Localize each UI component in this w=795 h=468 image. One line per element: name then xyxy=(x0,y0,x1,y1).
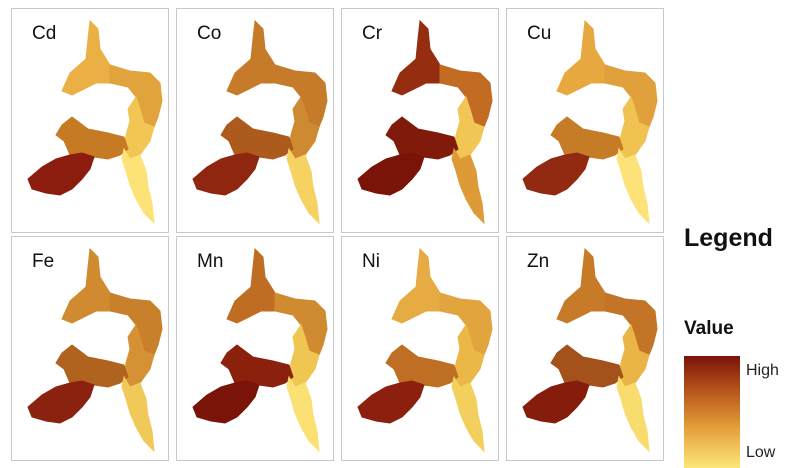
map-zone-southArm xyxy=(286,375,320,453)
map-zone-southWest xyxy=(357,152,425,196)
map-legend: Legend Value High Low xyxy=(662,214,795,468)
map-zone-southArm xyxy=(121,147,155,225)
map-zone-westArm xyxy=(385,344,459,388)
legend-value-heading: Value xyxy=(684,318,734,339)
map-zone-southArm xyxy=(451,147,485,225)
map-zone-westArm xyxy=(550,344,624,388)
panel-label: Zn xyxy=(527,251,550,272)
map-zone-southArm xyxy=(121,375,155,453)
map-zone-southWest xyxy=(27,380,95,424)
map-panel-co: Co xyxy=(176,8,334,233)
map-zone-southWest xyxy=(192,380,260,424)
map-shape xyxy=(27,19,163,225)
map-shape xyxy=(192,247,328,453)
panel-label: Co xyxy=(197,23,222,44)
map-panel-zn: Zn xyxy=(506,236,664,461)
map-zone-southWest xyxy=(522,152,590,196)
map-zone-westArm xyxy=(550,116,624,160)
map-zone-westArm xyxy=(220,344,294,388)
map-shape xyxy=(522,247,658,453)
map-zone-southWest xyxy=(192,152,260,196)
map-zone-westArm xyxy=(55,344,129,388)
map-shape xyxy=(522,19,658,225)
map-zone-southArm xyxy=(616,147,650,225)
map-zone-southWest xyxy=(357,380,425,424)
map-zone-southArm xyxy=(286,147,320,225)
map-shape xyxy=(357,247,493,453)
map-panel-mn: Mn xyxy=(176,236,334,461)
map-zone-westArm xyxy=(55,116,129,160)
map-zone-southArm xyxy=(451,375,485,453)
map-zone-westArm xyxy=(385,116,459,160)
map-panel-cd: Cd xyxy=(11,8,169,233)
panel-label: Fe xyxy=(32,251,55,272)
panel-label: Mn xyxy=(197,251,224,272)
map-panel-cu: Cu xyxy=(506,8,664,233)
map-zone-westArm xyxy=(220,116,294,160)
map-panel-ni: Ni xyxy=(341,236,499,461)
legend-color-ramp xyxy=(684,356,740,468)
panel-label: Cu xyxy=(527,23,552,44)
map-zone-southWest xyxy=(522,380,590,424)
map-panel-cr: Cr xyxy=(341,8,499,233)
panel-label: Ni xyxy=(362,251,380,272)
map-zone-southArm xyxy=(616,375,650,453)
legend-low-label: Low xyxy=(746,444,776,461)
map-shape xyxy=(192,19,328,225)
map-zone-southWest xyxy=(27,152,95,196)
map-shape xyxy=(357,19,493,225)
legend-title: Legend xyxy=(684,224,773,252)
panel-label: Cr xyxy=(362,23,383,44)
panel-label: Cd xyxy=(32,23,57,44)
legend-high-label: High xyxy=(746,362,779,379)
map-shape xyxy=(27,247,163,453)
map-panel-fe: Fe xyxy=(11,236,169,461)
